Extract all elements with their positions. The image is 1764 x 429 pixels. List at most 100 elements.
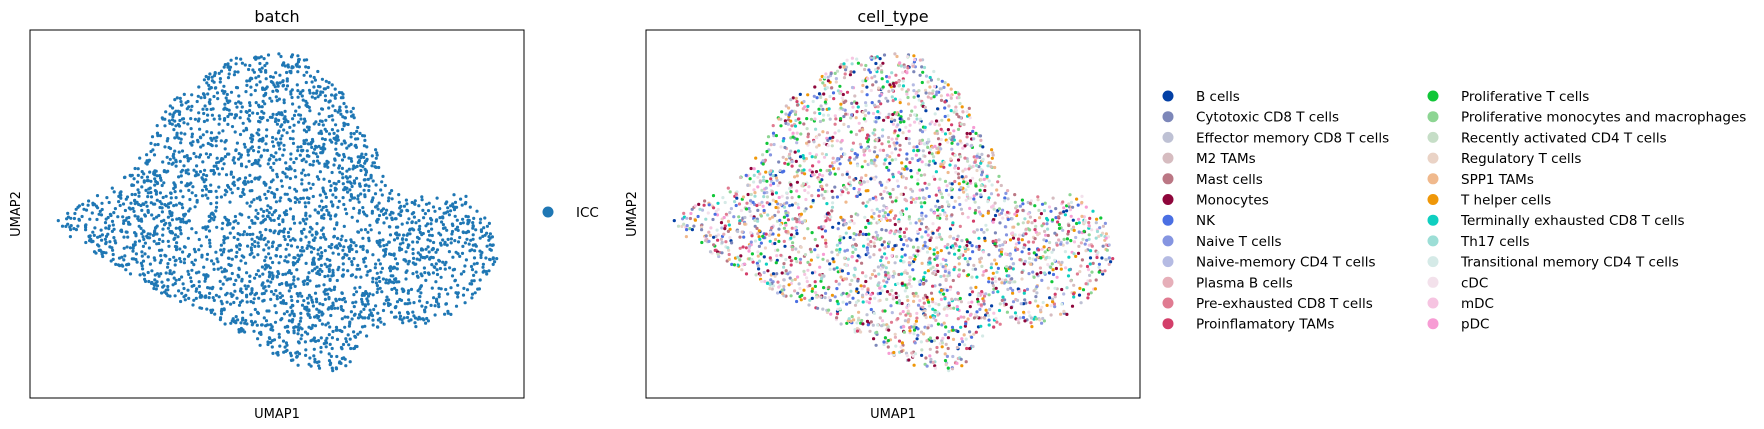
scatter-point: [336, 306, 340, 310]
scatter-point: [818, 265, 822, 269]
scatter-point: [343, 252, 347, 256]
scatter-point: [363, 178, 367, 182]
scatter-point: [441, 223, 445, 227]
scatter-point: [838, 162, 842, 166]
scatter-point: [773, 213, 777, 218]
scatter-point: [1090, 270, 1094, 274]
scatter-point: [994, 279, 998, 284]
scatter-point: [246, 180, 250, 184]
scatter-point: [345, 146, 349, 150]
scatter-point: [253, 158, 258, 163]
scatter-point: [488, 232, 492, 236]
scatter-point: [309, 295, 313, 299]
scatter-point: [311, 323, 315, 327]
scatter-point: [1012, 225, 1016, 229]
scatter-point: [940, 79, 944, 83]
scatter-point: [869, 240, 873, 244]
scatter-point: [190, 191, 194, 195]
scatter-point: [389, 210, 394, 214]
scatter-point: [354, 275, 358, 279]
scatter-point: [225, 92, 229, 97]
scatter-point: [990, 277, 995, 281]
scatter-point: [198, 127, 202, 131]
scatter-point: [270, 213, 274, 217]
scatter-point: [361, 302, 365, 306]
scatter-point: [161, 233, 165, 237]
scatter-point: [475, 261, 479, 265]
scatter-point: [231, 158, 235, 162]
scatter-point: [936, 310, 940, 314]
scatter-point: [323, 249, 327, 253]
scatter-point: [243, 176, 248, 180]
scatter-point: [108, 212, 112, 216]
scatter-point: [685, 228, 689, 232]
scatter-point: [850, 56, 855, 60]
scatter-point: [839, 147, 843, 151]
scatter-point: [315, 89, 319, 93]
scatter-point: [157, 213, 161, 218]
scatter-point: [197, 237, 201, 242]
scatter-point: [208, 241, 212, 245]
scatter-point: [779, 253, 783, 257]
scatter-point: [341, 273, 345, 277]
scatter-point: [847, 158, 851, 162]
scatter-point: [432, 240, 436, 245]
scatter-point: [919, 340, 924, 344]
scatter-point: [797, 250, 801, 254]
scatter-point: [434, 262, 438, 266]
scatter-point: [884, 256, 889, 260]
scatter-point: [972, 137, 976, 141]
scatter-point: [125, 245, 129, 249]
scatter-point: [236, 318, 240, 322]
scatter-point: [957, 262, 961, 266]
scatter-point: [265, 214, 270, 218]
scatter-point: [286, 325, 290, 329]
scatter-point: [199, 96, 203, 100]
scatter-point: [785, 214, 789, 218]
scatter-point: [266, 240, 270, 244]
scatter-point: [391, 274, 395, 278]
scatter-point: [285, 79, 289, 83]
scatter-point: [1107, 262, 1111, 266]
scatter-point: [142, 180, 146, 184]
scatter-point: [275, 247, 279, 252]
scatter-point: [881, 148, 886, 152]
scatter-point: [819, 295, 823, 299]
scatter-point: [118, 203, 122, 208]
scatter-point: [106, 232, 110, 236]
scatter-point: [334, 138, 338, 142]
scatter-point: [244, 261, 248, 265]
scatter-point: [771, 215, 775, 219]
scatter-point: [167, 119, 171, 123]
scatter-point: [910, 175, 914, 179]
scatter-point: [784, 157, 788, 161]
scatter-point: [1020, 198, 1024, 202]
scatter-point: [917, 168, 921, 172]
scatter-point: [317, 144, 321, 148]
scatter-point: [272, 155, 276, 159]
scatter-point: [410, 212, 414, 216]
scatter-point: [367, 236, 371, 240]
scatter-point: [905, 152, 909, 156]
scatter-point: [228, 231, 232, 235]
scatter-point: [341, 262, 345, 266]
scatter-point: [328, 264, 332, 268]
scatter-point: [415, 240, 419, 244]
scatter-point: [1081, 288, 1086, 292]
scatter-point: [1003, 240, 1007, 244]
scatter-point: [262, 291, 266, 295]
scatter-point: [189, 279, 193, 284]
scatter-point: [1050, 262, 1054, 266]
scatter-point: [966, 215, 970, 219]
scatter-point: [310, 95, 314, 99]
scatter-point: [212, 262, 216, 266]
scatter-point: [179, 131, 183, 135]
scatter-point: [929, 291, 934, 295]
scatter-point: [450, 274, 455, 278]
scatter-point: [893, 261, 897, 265]
scatter-point: [472, 216, 476, 220]
scatter-point: [459, 197, 463, 201]
scatter-point: [451, 202, 455, 206]
scatter-point: [950, 147, 954, 151]
scatter-point: [945, 246, 949, 250]
